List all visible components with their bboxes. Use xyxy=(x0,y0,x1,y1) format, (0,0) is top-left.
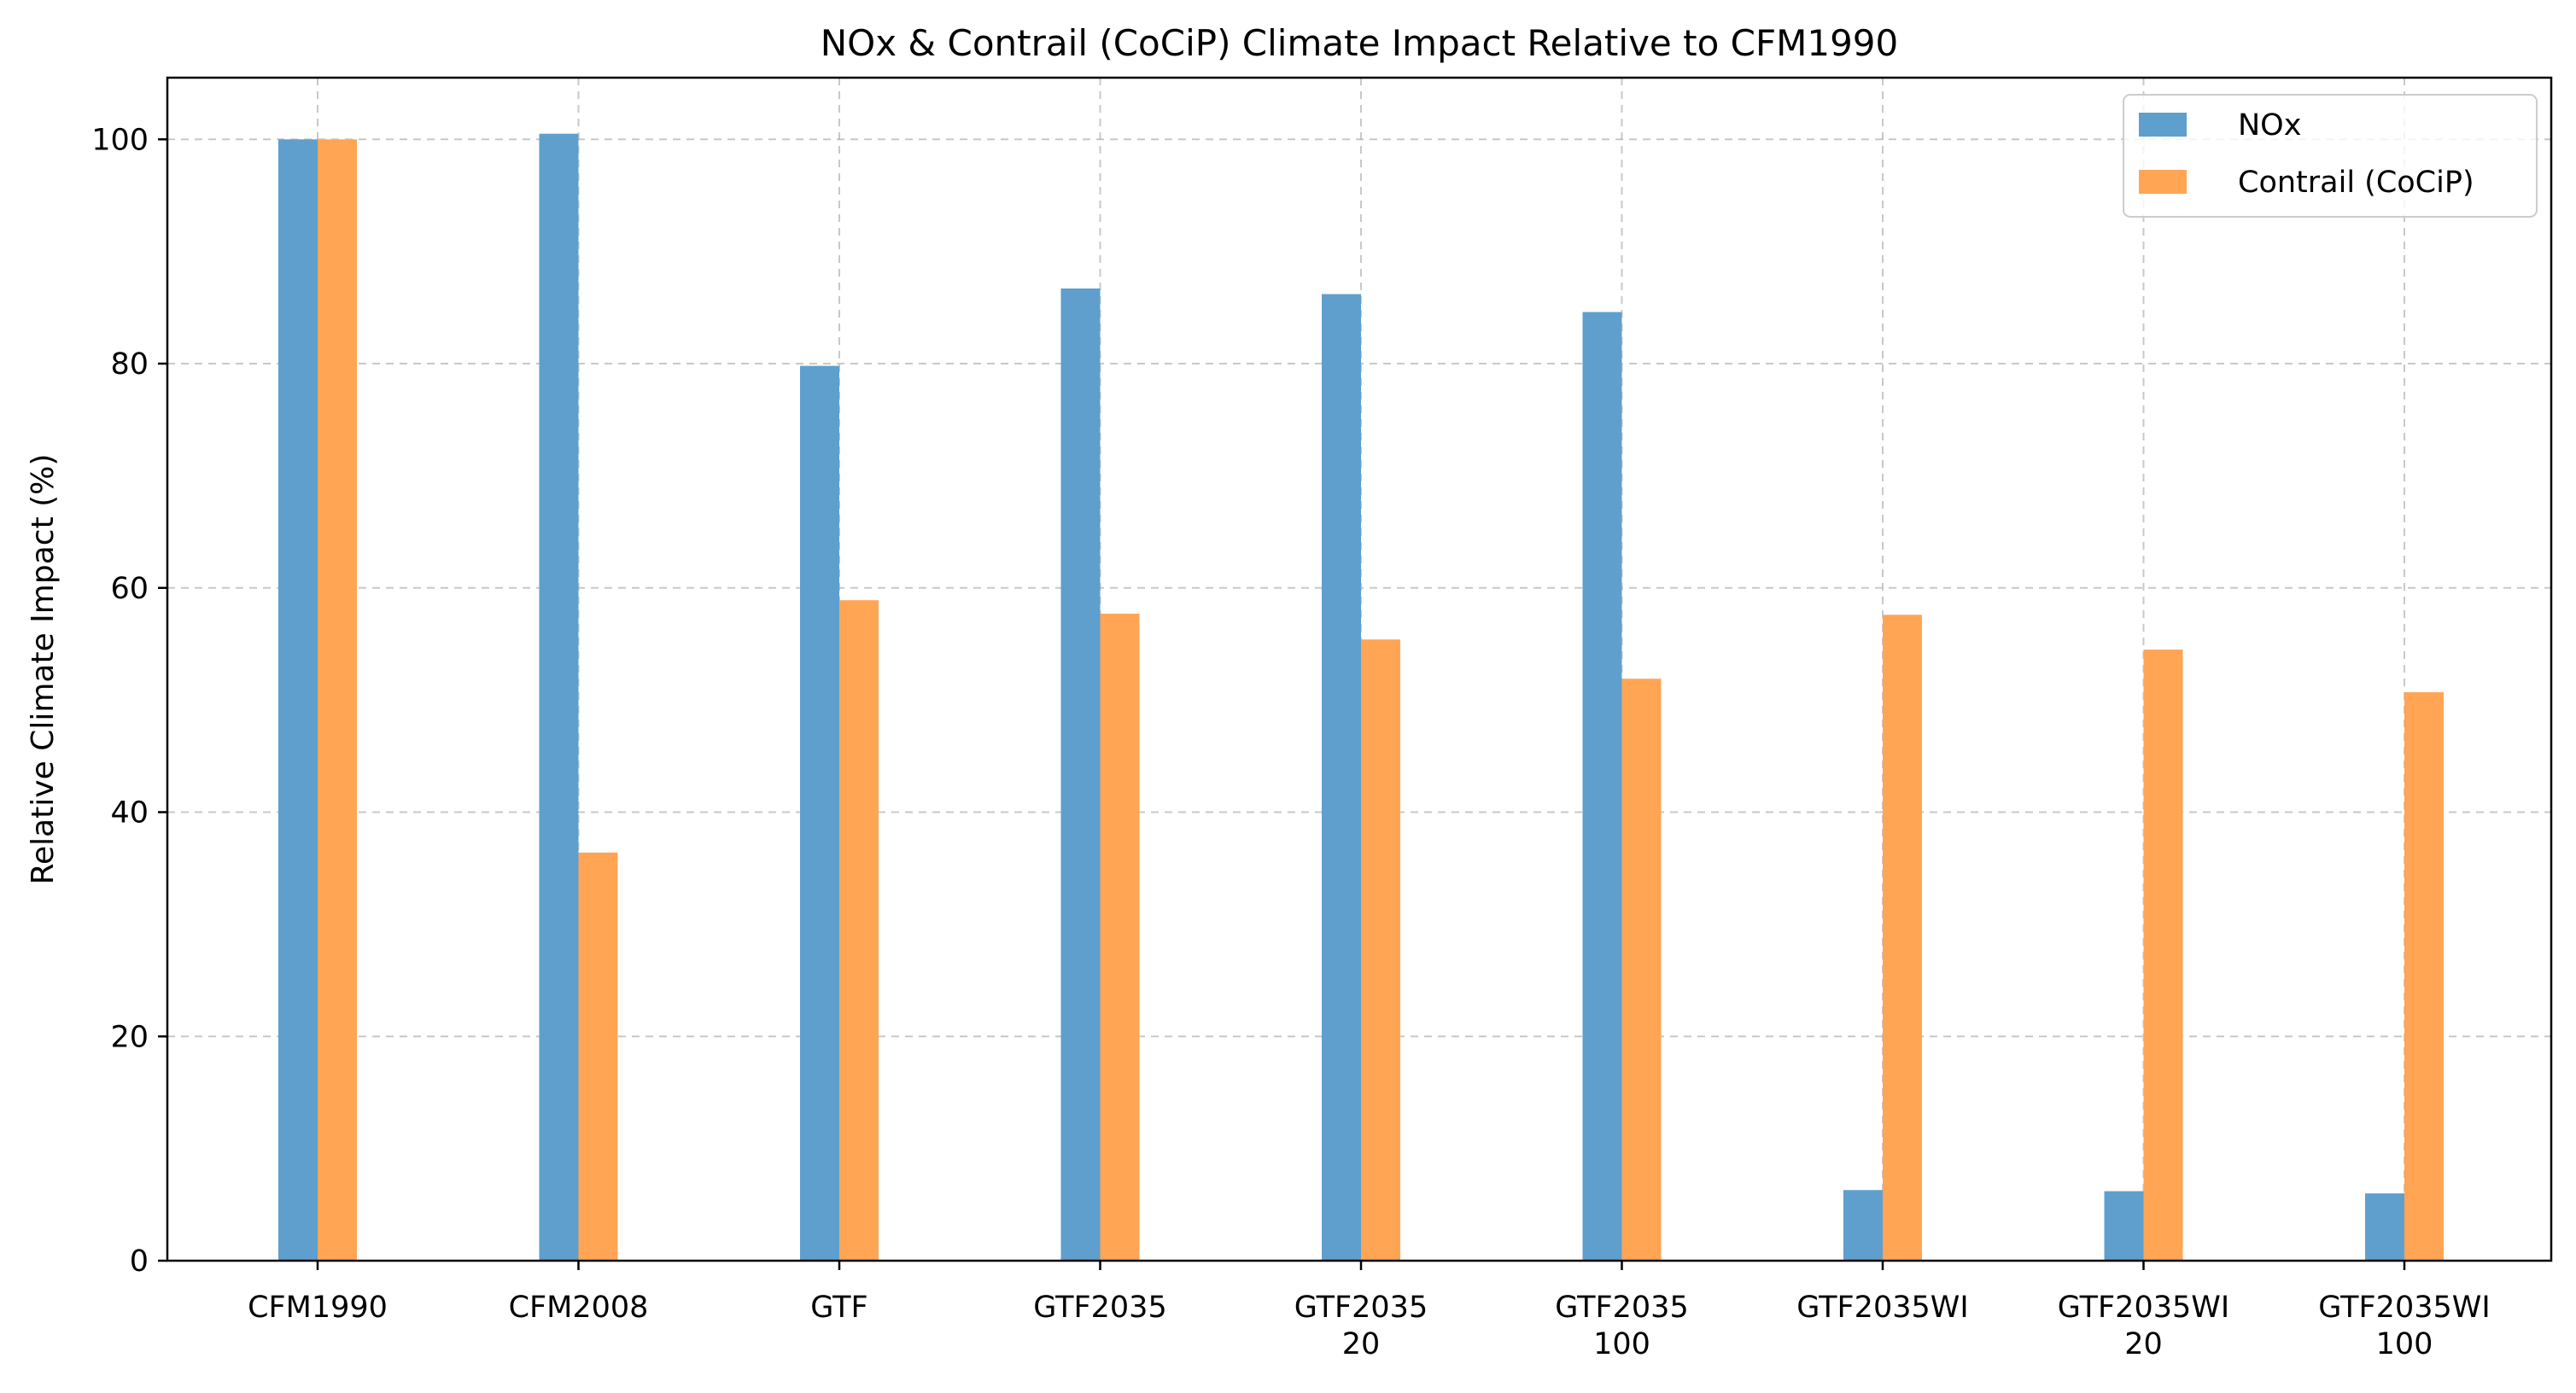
bar-contrail xyxy=(2404,691,2444,1261)
x-axis: CFM1990 CFM2008 GTF GTF2035 GTF203520GTF2035… xyxy=(248,1261,2491,1361)
bar-nox xyxy=(1060,288,1101,1261)
bars xyxy=(278,133,2444,1262)
x-tick-label: CFM2008 xyxy=(509,1291,649,1325)
x-tick-label: CFM1990 xyxy=(248,1291,388,1325)
chart-title: NOx & Contrail (CoCiP) Climate Impact Re… xyxy=(821,22,1898,64)
bar-nox xyxy=(278,139,318,1262)
bar-contrail xyxy=(318,139,357,1262)
y-tick-label: 80 xyxy=(110,347,149,382)
bar-contrail xyxy=(1883,615,1922,1261)
x-tick-label: 20 xyxy=(2124,1327,2163,1361)
legend-label-nox: NOx xyxy=(2238,108,2301,143)
bar-contrail xyxy=(2143,650,2183,1261)
legend: NOx Contrail (CoCiP) xyxy=(2123,94,2538,218)
y-axis-label: Relative Climate Impact (%) xyxy=(26,454,61,885)
bar-contrail xyxy=(839,600,879,1261)
x-tick-label: GTF2035 xyxy=(1294,1291,1428,1325)
x-tick-label: GTF2035 xyxy=(1555,1291,1688,1325)
legend-frame xyxy=(2123,94,2538,218)
plot-frame xyxy=(166,76,2553,1262)
bar-nox xyxy=(1322,294,1361,1261)
x-tick-label: GTF2035WI xyxy=(1796,1291,1968,1325)
x-tick-label: GTF2035WI xyxy=(2318,1291,2490,1325)
bar-contrail xyxy=(578,852,618,1261)
bar-contrail xyxy=(1621,679,1662,1261)
x-tick-label: GTF xyxy=(810,1291,867,1325)
bar-nox xyxy=(2365,1193,2404,1261)
x-tick-label: GTF2035 xyxy=(1033,1291,1166,1325)
legend-swatch-nox xyxy=(2139,113,2187,137)
x-tick-label: GTF2035WI xyxy=(2058,1291,2229,1325)
y-tick-label: 100 xyxy=(91,123,149,157)
bar-nox xyxy=(1843,1190,1883,1261)
bar-contrail xyxy=(1100,613,1140,1261)
bar-nox xyxy=(1582,312,1622,1261)
legend-label-contrail: Contrail (CoCiP) xyxy=(2238,166,2474,200)
x-tick-label: 100 xyxy=(1593,1327,1650,1361)
y-axis: 0 20 40 60 80 100 xyxy=(91,123,167,1279)
y-tick-label: 0 xyxy=(130,1244,149,1279)
bar-contrail xyxy=(1361,639,1400,1261)
x-tick-label: 20 xyxy=(1342,1327,1381,1361)
bar-nox xyxy=(800,365,839,1262)
legend-swatch-contrail xyxy=(2139,170,2187,194)
bar-nox xyxy=(2104,1191,2144,1261)
x-tick-label: 100 xyxy=(2376,1327,2433,1361)
bar-nox xyxy=(539,133,579,1261)
y-tick-label: 20 xyxy=(110,1020,149,1054)
y-tick-label: 40 xyxy=(110,796,149,831)
y-tick-label: 60 xyxy=(110,572,149,606)
